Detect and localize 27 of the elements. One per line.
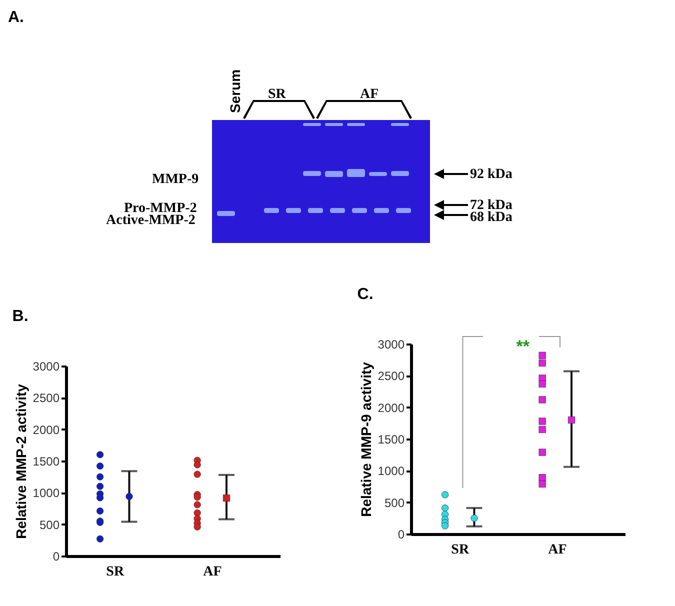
y-axis-title: Relative MMP-9 activity <box>358 362 374 517</box>
text: Active-MMP-2 <box>106 213 196 228</box>
y-tick-label: 500 <box>39 518 60 532</box>
y-tick-label: 0 <box>52 550 60 564</box>
text: AF <box>360 87 379 102</box>
chart-title: B. <box>12 308 28 325</box>
y-tick-label: 3000 <box>32 360 60 374</box>
y-tick-label: 500 <box>384 496 405 510</box>
y-tick-label: 2000 <box>378 400 405 415</box>
annotation: ** <box>516 337 530 356</box>
text: 92 kDa <box>470 167 512 182</box>
text: MMP-9 <box>152 172 199 187</box>
y-axis-title: Relative MMP-2 activity <box>12 384 29 539</box>
y-tick-label: 2500 <box>32 391 60 406</box>
y-tick-label: 3000 <box>378 338 405 352</box>
y-tick-label: 1000 <box>378 464 405 478</box>
y-tick-label: 2000 <box>32 422 60 437</box>
y-tick-label: 1500 <box>32 454 60 468</box>
text: SR <box>268 87 286 102</box>
text: Serum <box>227 69 243 113</box>
y-tick-label: 1500 <box>378 432 405 446</box>
chart-title: C. <box>357 286 374 303</box>
y-tick-label: 2500 <box>378 369 405 384</box>
text: 68 kDa <box>470 210 512 225</box>
y-tick-label: 0 <box>398 528 405 542</box>
y-tick-label: 1000 <box>32 486 60 500</box>
text: A. <box>8 9 24 26</box>
